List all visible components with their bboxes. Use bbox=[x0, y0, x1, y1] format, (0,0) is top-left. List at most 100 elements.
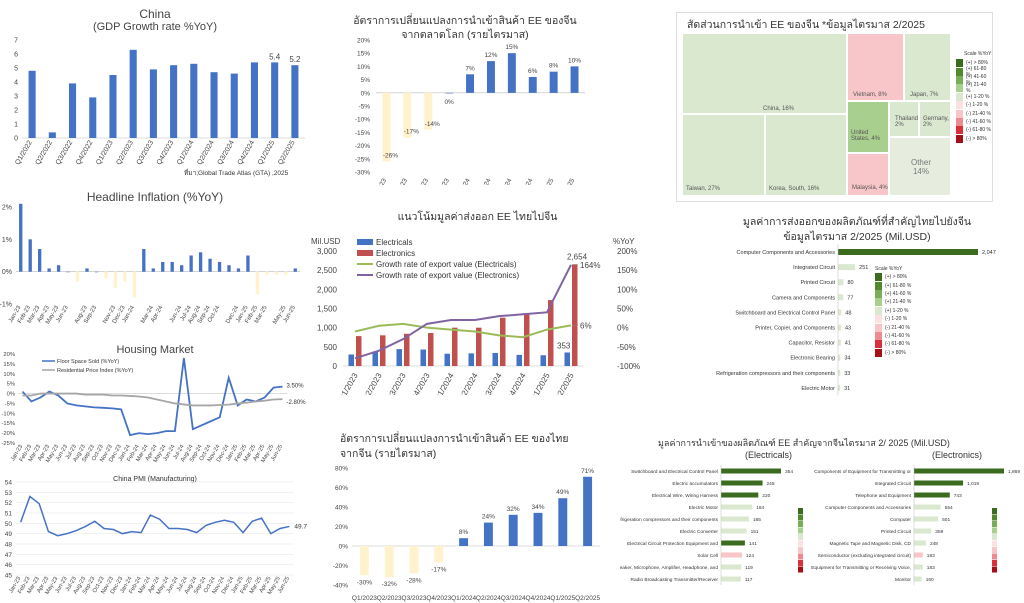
bar bbox=[721, 492, 759, 498]
y2-tick-label: -100% bbox=[617, 362, 640, 371]
scale-legend-swatch bbox=[992, 566, 997, 573]
category-label: Semiconductor (excluding integrated circ… bbox=[818, 553, 912, 559]
import-thai-chart: -40% -20% 0% 20% 40% 60% 80% -30% Q1/2023 -32% Q2/… bbox=[333, 466, 601, 603]
scale-legend-row: (+) 41-60 % bbox=[875, 289, 911, 298]
y-tick-label: 54 bbox=[5, 480, 13, 487]
x-tick-label: Q4/2024 bbox=[526, 595, 551, 602]
x-tick-label: Q3/2023 bbox=[411, 177, 430, 185]
data-label: 184 bbox=[756, 505, 764, 511]
bar bbox=[217, 261, 222, 272]
line-price-index bbox=[22, 392, 283, 407]
y2-tick-label: -50% bbox=[617, 343, 636, 352]
y2-tick-label: 0% bbox=[617, 324, 629, 333]
bar bbox=[170, 65, 178, 138]
bar bbox=[180, 265, 184, 272]
y-tick-label: -5% bbox=[358, 104, 370, 111]
bar bbox=[533, 512, 543, 546]
scale-legend-swatch bbox=[956, 109, 963, 118]
scale-legend-row: (+) 1-20 % bbox=[956, 92, 992, 101]
scale-legend-label: (-) 41-60 % bbox=[885, 332, 911, 339]
export-products-title-1: มูลค่าการส่งออกของผลิตภัณฑ์ที่สำคัญไทยไป… bbox=[742, 216, 972, 228]
x-tick-label: Q1/2025 bbox=[257, 139, 277, 166]
x-tick-label: Q2/2024 bbox=[196, 139, 216, 166]
bar bbox=[47, 268, 51, 272]
x-tick-label: Q3/2023 bbox=[136, 139, 156, 166]
import-thai-title-2: จากจีน (รายไตรมาส) bbox=[340, 448, 437, 460]
y-tick-label: 5% bbox=[361, 77, 371, 84]
y-tick-label: -10% bbox=[1, 411, 15, 417]
treemap-cell-vietnam: Vietnam, 8% bbox=[847, 33, 904, 101]
y-tick-label: -10% bbox=[355, 117, 370, 124]
bar-electronics bbox=[380, 335, 386, 366]
category-label: Solar Cell bbox=[697, 553, 718, 559]
export-products-chart: Computer Components and Accessories 2,047… bbox=[716, 244, 996, 396]
bar bbox=[583, 476, 593, 546]
data-label: 49.7 bbox=[294, 523, 307, 530]
data-label: 80 bbox=[847, 280, 853, 286]
category-label: Switchboard and Electrical Control Panel bbox=[735, 310, 835, 316]
bar-electricals bbox=[540, 355, 546, 366]
bar bbox=[914, 492, 950, 498]
category-label: Computer Components and Accessories bbox=[825, 505, 911, 511]
import-world-panel: อัตราการเปลี่ยนแปลงการนำเข้าสินค้า EE ขอ… bbox=[330, 0, 600, 185]
scale-legend-swatch bbox=[992, 540, 997, 547]
bar-electricals bbox=[420, 349, 426, 366]
housing-title: Housing Market bbox=[116, 344, 194, 356]
x-tick-label: Q1/2023 bbox=[352, 595, 377, 602]
y-tick-label: -1% bbox=[0, 302, 12, 309]
scale-legend-swatch bbox=[875, 340, 882, 349]
bar bbox=[129, 49, 137, 138]
data-label: 117 bbox=[745, 577, 753, 583]
scale-legend-label: (+) > 80% bbox=[966, 60, 988, 67]
data-label: 5.2 bbox=[289, 55, 301, 64]
scale-legend-row: (+) 61-80 % bbox=[875, 281, 911, 290]
data-label: -14% bbox=[425, 121, 440, 128]
data-label: 24% bbox=[482, 514, 495, 521]
right-axis-unit: %YoY bbox=[613, 237, 635, 246]
scale-legend-swatch bbox=[956, 92, 963, 101]
bar bbox=[486, 61, 495, 93]
bar bbox=[109, 75, 117, 138]
bar bbox=[85, 268, 89, 272]
data-label: 359 bbox=[935, 529, 943, 535]
line-electricals-growth bbox=[354, 322, 572, 339]
category-label: Telephone and Equipment bbox=[855, 493, 911, 499]
bar bbox=[914, 468, 1004, 474]
bar bbox=[838, 324, 841, 331]
category-label: Printed Circuit bbox=[800, 280, 835, 286]
treemap-cell-other: Other 14% bbox=[889, 137, 951, 196]
scale-legend-swatch bbox=[798, 553, 803, 560]
y-tick-label: 15% bbox=[357, 51, 370, 58]
data-label: 71% bbox=[581, 468, 594, 475]
line-electronics-growth bbox=[354, 264, 572, 360]
x-tick-label: Q1/2025 bbox=[529, 371, 552, 395]
y-tick-label: 0% bbox=[7, 392, 15, 398]
data-label: 119 bbox=[745, 565, 753, 571]
scale-legend-label: (+) 41-60 % bbox=[965, 73, 987, 86]
data-label: 160 bbox=[926, 577, 934, 583]
scale-legend-swatch bbox=[956, 117, 963, 126]
bar bbox=[838, 249, 978, 255]
data-label: 1,869 bbox=[1008, 469, 1020, 475]
scale-legend-swatch bbox=[875, 289, 882, 298]
y-tick-label: 15% bbox=[3, 362, 15, 368]
x-tick-label: Q1/2023 bbox=[370, 177, 389, 185]
y-tick-label: 60% bbox=[335, 485, 348, 492]
scale-legend-swatch bbox=[875, 281, 882, 290]
scale-legend-row: (-) 1-20 % bbox=[956, 101, 992, 110]
gdp-subtitle: (GDP Growth rate %YoY) bbox=[92, 21, 218, 33]
y-tick-label: 4 bbox=[14, 80, 18, 87]
bar bbox=[208, 258, 212, 272]
y-tick-label: 51 bbox=[5, 511, 13, 518]
y-tick-label: 45 bbox=[5, 573, 13, 580]
bar bbox=[198, 252, 203, 272]
data-label: 2,047 bbox=[982, 250, 996, 256]
scale-legend-swatch bbox=[798, 514, 803, 521]
y-tick-label: 1,500 bbox=[317, 305, 338, 314]
y-tick-label: -15% bbox=[1, 421, 15, 427]
scale-legend-swatch bbox=[992, 521, 997, 527]
scale-legend-row: (+) 61-80 % bbox=[956, 66, 992, 78]
x-tick-label: Q4/2023 bbox=[409, 371, 432, 395]
scale-legend-swatch bbox=[798, 540, 803, 547]
